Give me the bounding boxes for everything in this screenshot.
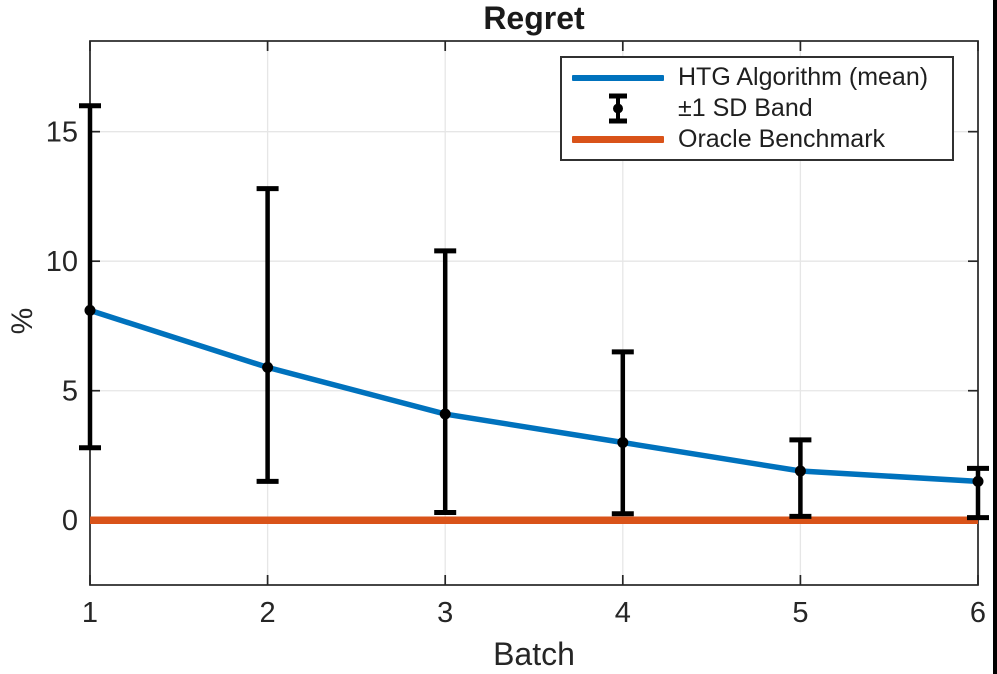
x-tick-label: 1 bbox=[82, 597, 98, 629]
ticklabel-layer: 1 2 3 4 5 6 0 5 10 15 bbox=[46, 117, 986, 629]
x-tick-label: 2 bbox=[260, 597, 276, 629]
y-tick-label: 0 bbox=[62, 505, 78, 537]
x-tick-label: 5 bbox=[792, 597, 808, 629]
mean-marker bbox=[262, 361, 274, 373]
y-axis-label: % bbox=[6, 307, 39, 335]
mean-marker bbox=[617, 437, 629, 449]
oracle-line-swatch-icon bbox=[572, 136, 664, 143]
x-tick-label: 6 bbox=[970, 597, 986, 629]
errorbar-glyph bbox=[609, 93, 627, 124]
mean-marker bbox=[84, 304, 96, 316]
legend-label-htg: HTG Algorithm (mean) bbox=[678, 63, 929, 91]
mean-marker bbox=[439, 408, 451, 420]
legend-item-sd-band: ±1 SD Band bbox=[562, 93, 952, 124]
x-tick-label: 3 bbox=[437, 597, 453, 629]
errorbar-layer bbox=[79, 103, 989, 521]
chart-title: Regret bbox=[483, 0, 585, 36]
legend-item-oracle: Oracle Benchmark bbox=[562, 124, 952, 155]
htg-line-swatch-icon bbox=[572, 74, 664, 81]
legend-label-oracle: Oracle Benchmark bbox=[678, 125, 886, 153]
x-axis-label: Batch bbox=[493, 636, 575, 672]
mean-marker bbox=[972, 475, 984, 487]
y-tick-label: 5 bbox=[62, 376, 78, 408]
errorbar-swatch-icon bbox=[572, 93, 664, 124]
x-tick-label: 4 bbox=[615, 597, 631, 629]
y-tick-label: 15 bbox=[46, 117, 78, 149]
htg-mean-line bbox=[89, 307, 979, 485]
legend-label-sd-band: ±1 SD Band bbox=[678, 94, 813, 122]
legend: HTG Algorithm (mean) ±1 SD Band Oracle B… bbox=[560, 56, 954, 161]
window-right-edge bbox=[993, 0, 997, 674]
series-layer bbox=[89, 307, 979, 524]
htg-line-sample bbox=[572, 74, 664, 81]
legend-item-htg-algorithm: HTG Algorithm (mean) bbox=[562, 62, 952, 93]
mean-marker bbox=[794, 465, 806, 477]
y-tick-label: 10 bbox=[46, 246, 78, 278]
oracle-line-sample bbox=[572, 136, 664, 143]
